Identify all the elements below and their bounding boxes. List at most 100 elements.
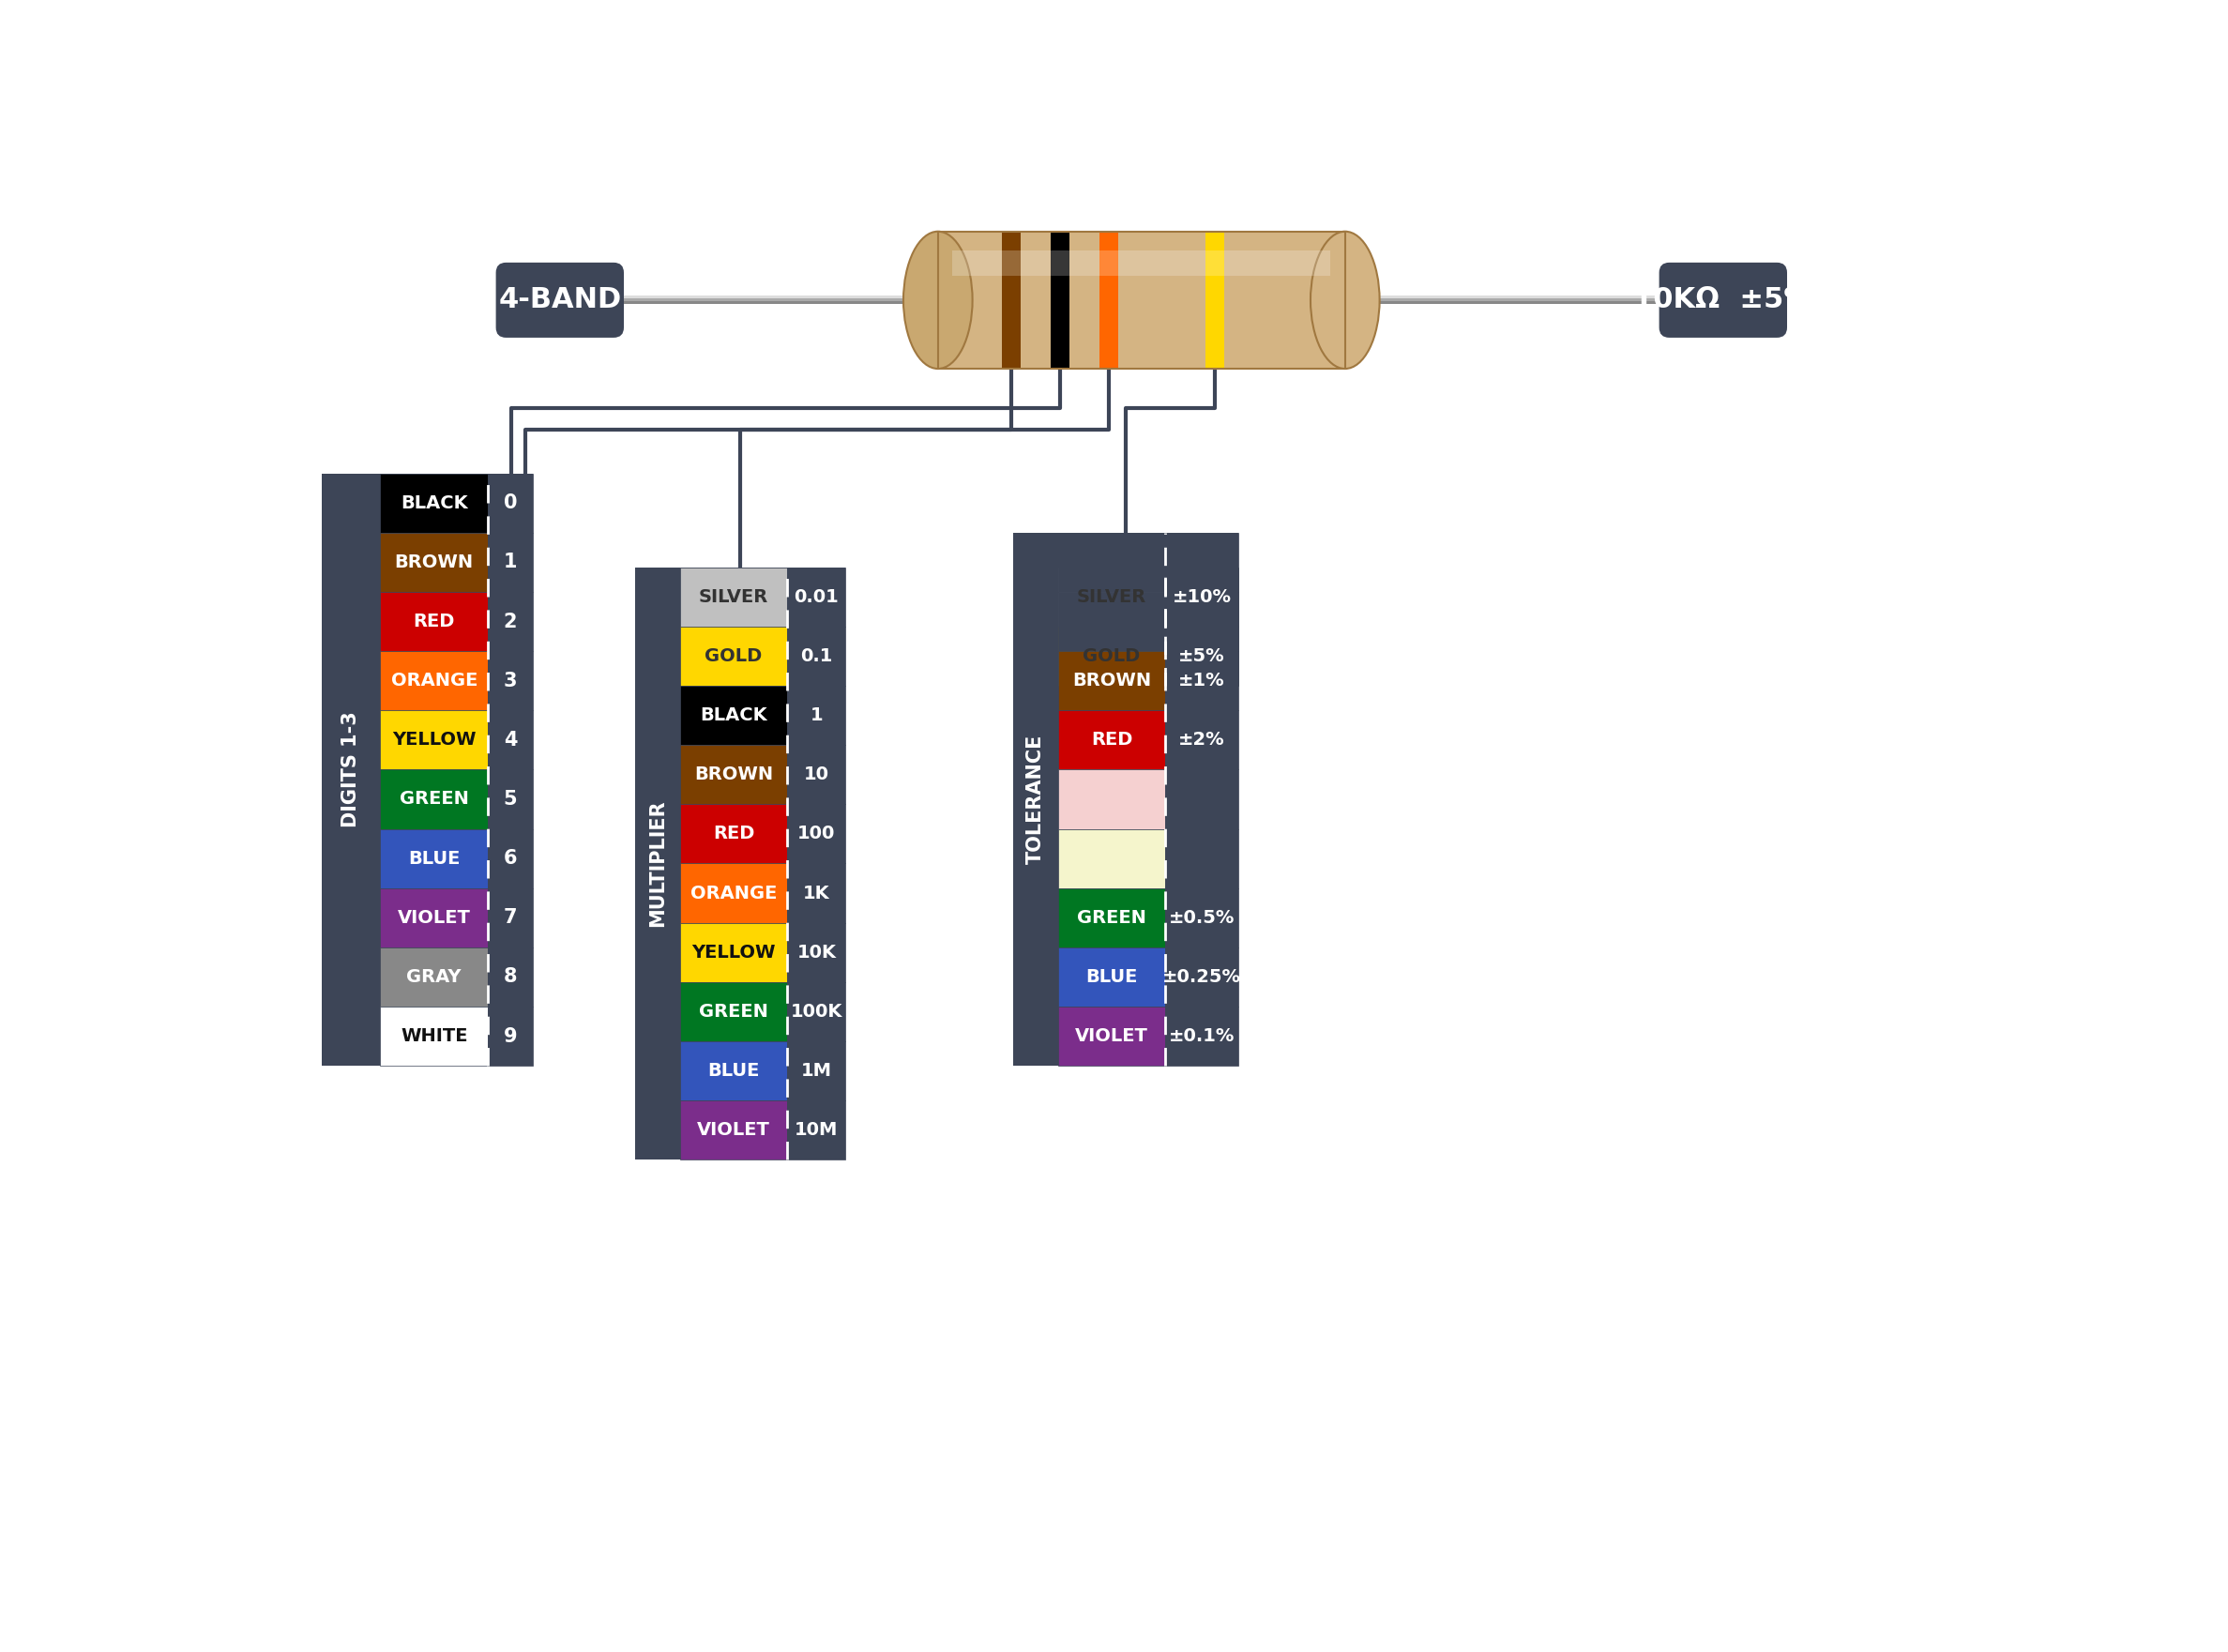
Bar [488, 947, 532, 1006]
Text: ORANGE: ORANGE [390, 672, 477, 689]
Text: 0: 0 [504, 494, 517, 512]
Bar [1205, 231, 1223, 368]
Text: BROWN: BROWN [1072, 672, 1152, 689]
Text: ORANGE: ORANGE [691, 884, 778, 902]
Bar [1165, 770, 1239, 829]
Text: MULTIPLIER: MULTIPLIER [648, 800, 666, 927]
Bar [1058, 947, 1165, 1006]
Bar [680, 1041, 786, 1100]
Text: 5: 5 [504, 790, 517, 808]
Text: 0.01: 0.01 [793, 588, 840, 606]
Text: RED: RED [713, 824, 755, 843]
Text: GOLD: GOLD [704, 648, 762, 666]
Bar [488, 889, 532, 947]
Bar [680, 1100, 786, 1160]
Bar [1165, 626, 1239, 686]
Bar [381, 651, 488, 710]
Bar [488, 591, 532, 651]
Text: 2: 2 [504, 613, 517, 631]
Bar [1165, 591, 1239, 651]
Bar [938, 231, 1346, 368]
Text: ±0.25%: ±0.25% [1163, 968, 1241, 986]
Text: GREEN: GREEN [700, 1003, 769, 1021]
Text: 10: 10 [804, 767, 829, 783]
Text: SILVER: SILVER [700, 588, 769, 606]
Bar [1058, 626, 1165, 686]
Bar [1165, 1006, 1239, 1066]
Text: 10K: 10K [798, 943, 836, 961]
Bar [1165, 567, 1239, 626]
FancyBboxPatch shape [497, 263, 624, 337]
Bar [680, 805, 786, 864]
Bar [381, 710, 488, 770]
Text: 4: 4 [504, 730, 517, 750]
Bar [1003, 231, 1020, 368]
Text: RED: RED [1092, 732, 1132, 748]
Bar [786, 864, 847, 923]
Text: 3: 3 [504, 671, 517, 691]
Bar [381, 829, 488, 889]
Bar [1058, 651, 1165, 710]
Bar [1058, 829, 1165, 889]
Bar [1165, 947, 1239, 1006]
Text: BLUE: BLUE [408, 849, 459, 867]
Bar [1014, 567, 1239, 686]
Bar [1058, 889, 1165, 947]
Bar [559, 302, 938, 304]
Text: 1K: 1K [802, 884, 829, 902]
Text: ±5%: ±5% [1179, 648, 1225, 666]
Bar [381, 1006, 488, 1066]
Text: BLACK: BLACK [401, 494, 468, 512]
Bar [559, 296, 938, 299]
Bar [786, 1100, 847, 1160]
Bar [559, 296, 938, 304]
Bar [1346, 296, 1722, 299]
Bar [1346, 302, 1722, 304]
Text: GRAY: GRAY [408, 968, 461, 986]
Bar [488, 532, 532, 591]
Bar [951, 251, 1330, 276]
Bar [786, 1041, 847, 1100]
Bar [1058, 770, 1165, 829]
Text: ±0.1%: ±0.1% [1170, 1028, 1234, 1046]
Text: BLACK: BLACK [700, 707, 766, 724]
Text: TOLERANCE: TOLERANCE [1025, 735, 1045, 864]
Text: 6: 6 [504, 849, 517, 867]
Text: BLUE: BLUE [1085, 968, 1139, 986]
Bar [381, 591, 488, 651]
Text: 100K: 100K [791, 1003, 842, 1021]
Bar [786, 805, 847, 864]
Text: SILVER: SILVER [1076, 588, 1147, 606]
Bar [381, 947, 488, 1006]
Bar [1058, 567, 1165, 626]
Text: 9: 9 [504, 1028, 517, 1046]
FancyBboxPatch shape [1660, 263, 1787, 337]
Bar [786, 923, 847, 981]
Text: BLUE: BLUE [709, 1062, 760, 1080]
Text: ±0.5%: ±0.5% [1170, 909, 1234, 927]
Text: ±2%: ±2% [1179, 732, 1225, 748]
Bar [680, 567, 786, 626]
Bar [488, 474, 532, 532]
Text: 1: 1 [504, 553, 517, 572]
Text: 10M: 10M [795, 1122, 838, 1138]
Text: GREEN: GREEN [399, 790, 468, 808]
Text: 1M: 1M [802, 1062, 831, 1080]
Bar [381, 532, 488, 591]
Text: VIOLET: VIOLET [1076, 1028, 1147, 1046]
Bar [680, 864, 786, 923]
Bar [1165, 829, 1239, 889]
Bar [680, 626, 786, 686]
Text: VIOLET: VIOLET [697, 1122, 771, 1138]
Text: GREEN: GREEN [1076, 909, 1147, 927]
Text: GOLD: GOLD [1083, 648, 1141, 666]
Bar [488, 770, 532, 829]
Bar [1014, 532, 1239, 1066]
Bar [381, 474, 488, 532]
Text: 1: 1 [811, 707, 822, 724]
Text: BROWN: BROWN [394, 553, 475, 572]
Text: ±10%: ±10% [1172, 588, 1232, 606]
Bar [786, 567, 847, 626]
Bar [1346, 296, 1722, 304]
Bar [786, 745, 847, 805]
